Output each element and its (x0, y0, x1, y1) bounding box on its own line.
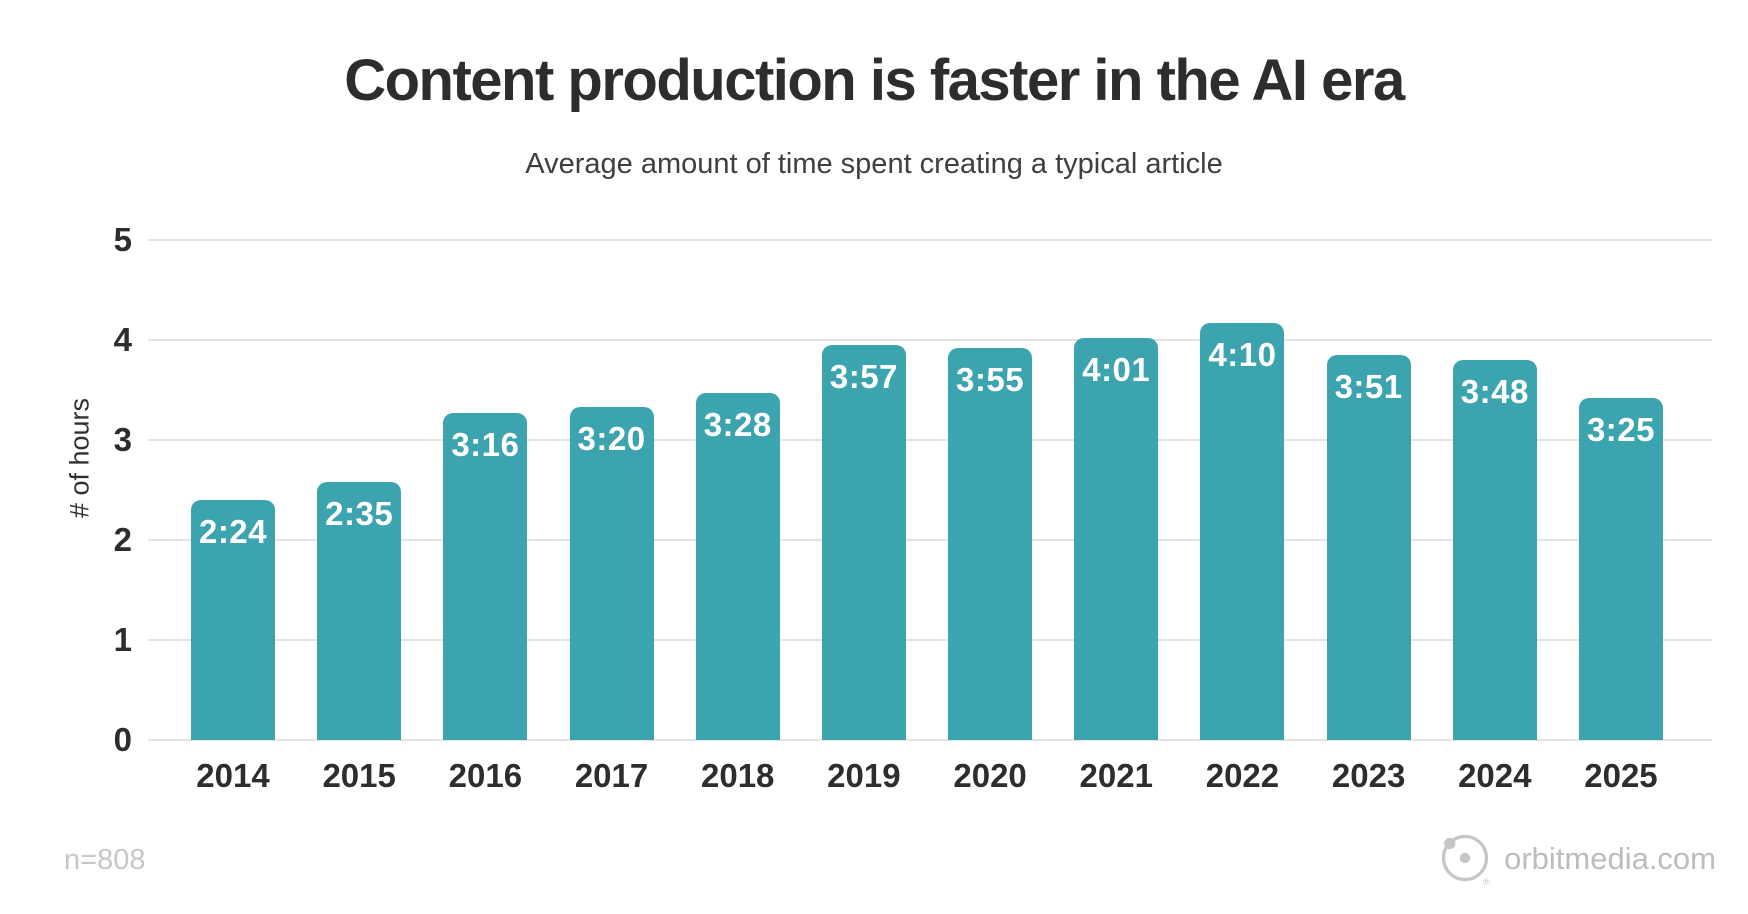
bar-value-label: 2:35 (325, 494, 394, 532)
bar-2019: 3:57 (821, 345, 906, 740)
brand-watermark: ® orbitmedia.com (1436, 830, 1716, 888)
gridline (148, 239, 1712, 241)
bar-2017: 3:20 (569, 406, 654, 740)
bar-value-label: 3:48 (1460, 373, 1529, 410)
gridline (148, 439, 1712, 441)
plot-area: 2:24 2:35 3:16 3:20 3:28 3:57 3:55 4:01 4:10 3:51… (148, 239, 1712, 741)
x-tick-label: 2017 (574, 757, 649, 794)
bar-value-label: 3:51 (1334, 368, 1403, 405)
y-tick-label: 2 (113, 521, 132, 558)
bar-value-label: 3:55 (956, 361, 1025, 399)
x-tick-label: 2014 (196, 757, 270, 794)
x-axis: 2014 2015 2016 2017 2018 2019 2020 2021 2022 2023… (148, 756, 1712, 800)
x-tick-label: 2024 (1458, 757, 1532, 794)
sample-size-label: n=808 (64, 844, 146, 876)
chart-title: Content production is faster in the AI e… (344, 48, 1405, 113)
bar-value-label: 3:57 (829, 358, 898, 395)
gridline (148, 639, 1712, 641)
y-tick-label: 3 (113, 421, 132, 458)
x-tick-label: 2022 (1205, 757, 1280, 794)
x-tick-label: 2019 (827, 757, 901, 794)
bar-value-label: 4:01 (1082, 351, 1151, 389)
bar-value-label: 3:16 (451, 426, 520, 464)
gridline (148, 539, 1712, 541)
x-tick-label: 2020 (953, 757, 1027, 794)
bar-2015: 2:35 (317, 481, 402, 740)
x-tick-label: 2025 (1584, 757, 1658, 794)
bar-value-label: 4:10 (1208, 336, 1277, 374)
y-tick-label: 5 (113, 221, 132, 258)
x-tick-label: 2015 (322, 757, 396, 794)
orbit-logo-icon: ® (1441, 834, 1490, 887)
y-tick-label: 1 (113, 621, 132, 658)
x-tick-label: 2021 (1079, 757, 1153, 794)
bar-2018: 3:28 (695, 393, 780, 740)
brand-domain-label: orbitmedia.com (1504, 841, 1716, 876)
x-tick-label: 2016 (448, 757, 523, 794)
bar-2021: 4:01 (1074, 338, 1159, 740)
bar-value-label: 2:24 (198, 513, 268, 550)
bar-2023: 3:51 (1326, 355, 1411, 740)
bar-2016: 3:16 (443, 413, 528, 740)
gridline (148, 739, 1712, 741)
x-tick-label: 2023 (1331, 757, 1406, 794)
chart-subtitle: Average amount of time spent creating a … (525, 148, 1223, 180)
y-tick-label: 0 (113, 721, 132, 758)
y-tick-label: 4 (113, 321, 132, 358)
bar-2024: 3:48 (1452, 360, 1537, 740)
gridline (148, 339, 1712, 341)
bar-value-label: 3:28 (703, 406, 772, 444)
bar-2014: 2:24 (191, 500, 275, 740)
svg-text:®: ® (1483, 877, 1490, 887)
x-tick-label: 2018 (701, 757, 775, 794)
bar-2020: 3:55 (948, 348, 1033, 740)
bar-2025: 3:25 (1578, 398, 1663, 740)
bar-value-label: 3:25 (1586, 411, 1655, 449)
bar-value-label: 3:20 (577, 419, 646, 457)
bar-2022: 4:10 (1200, 323, 1285, 740)
